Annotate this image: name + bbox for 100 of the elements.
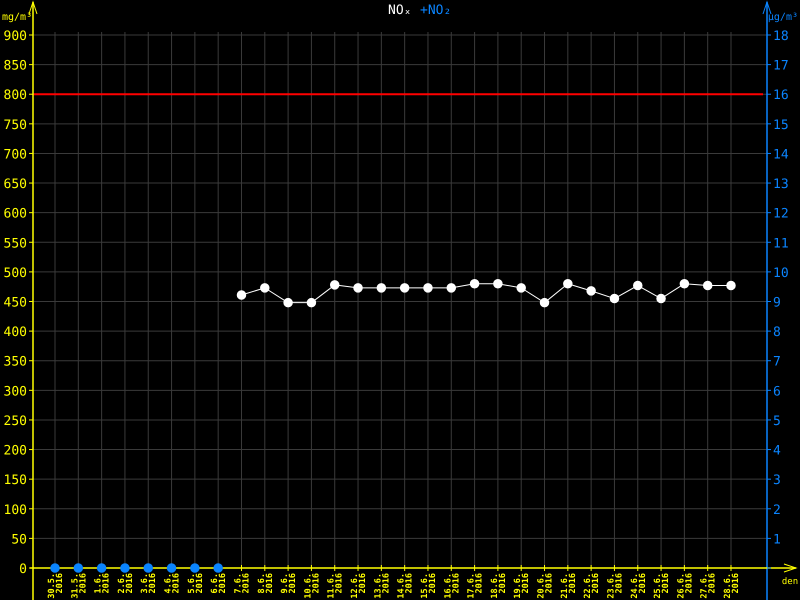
y-tick-label: 900	[4, 29, 27, 44]
x-tick-label: 17.6. 2016	[466, 573, 485, 599]
y2-tick-label: 14	[773, 147, 789, 162]
y-tick-label: 650	[4, 177, 27, 192]
y-tick-label: 350	[4, 354, 27, 370]
y2-tick-label: 13	[773, 177, 789, 192]
point	[260, 283, 270, 293]
x-tick-label: 16.6. 2016	[443, 573, 462, 599]
x-tick-label: 20.6. 2016	[536, 573, 555, 599]
point	[96, 563, 106, 573]
point	[726, 280, 736, 290]
point	[516, 283, 526, 293]
y2-tick-label: 18	[773, 29, 789, 44]
x-tick-label: 14.6. 2016	[396, 573, 415, 599]
y2-tick-label: 9	[773, 296, 781, 310]
x-tick-label: 30.5. 2016	[47, 573, 65, 599]
y-tick-label: 850	[4, 58, 27, 74]
y-axis-title: mg/m³	[2, 12, 32, 23]
point	[353, 283, 363, 293]
y2-tick-label: 15	[773, 118, 789, 133]
y-tick-label: 750	[4, 118, 27, 133]
x-tick-label: 1.6. 2016	[94, 573, 112, 594]
y-tick-label: 50	[11, 532, 27, 548]
y2-tick-label: 5	[773, 414, 781, 429]
y2-tick-label: 7	[773, 354, 781, 370]
y-tick-label: 450	[4, 296, 27, 310]
point	[190, 563, 200, 573]
point	[143, 563, 153, 573]
point	[376, 283, 386, 293]
point	[563, 278, 573, 288]
y2-tick-label: 1	[773, 532, 781, 548]
y2-tick-label: 16	[773, 88, 789, 104]
point	[586, 286, 596, 296]
x-tick-label: 2.6. 2016	[116, 573, 135, 594]
y2-tick-label: 17	[773, 58, 789, 74]
text: NOₓ	[388, 3, 412, 18]
y2-axis-title: μg/m³	[768, 12, 798, 23]
point	[656, 294, 666, 304]
y-tick-label: 500	[4, 266, 27, 281]
y-tick-label: 150	[4, 473, 27, 488]
x-tick-label: 11.6. 2016	[326, 573, 345, 599]
point	[120, 563, 130, 573]
y2-tick-label: 2	[773, 502, 781, 518]
y-tick-label: 100	[4, 502, 27, 518]
point	[166, 563, 176, 573]
x-tick-label: 31.5. 2016	[70, 573, 88, 599]
x-tick-label: 13.6. 2016	[373, 573, 392, 599]
x-tick-label: 23.6. 2016	[606, 573, 624, 599]
x-tick-label: 6.6. 2016	[210, 573, 228, 594]
y-tick-label: 800	[4, 88, 27, 104]
text: +NO₂	[420, 3, 452, 18]
point	[446, 283, 456, 293]
y2-tick-label: 4	[773, 444, 781, 459]
point	[540, 298, 550, 308]
x-tick-label: 18.6. 2016	[490, 573, 508, 599]
x-tick-label: 25.6. 2016	[653, 573, 672, 599]
y-tick-label: 550	[4, 236, 27, 252]
x-tick-label: 9.6. 2016	[280, 573, 298, 594]
x-tick-label: 26.6. 2016	[676, 573, 694, 599]
point	[633, 280, 643, 290]
point	[74, 563, 84, 573]
y-tick-label: 300	[4, 384, 27, 400]
y-tick-label: 200	[4, 444, 27, 459]
point	[330, 280, 340, 290]
y2-tick-label: 11	[773, 236, 789, 252]
point	[236, 290, 246, 300]
x-tick-label: 8.6. 2016	[256, 573, 275, 594]
x-tick-label: 28.6. 2016	[723, 573, 741, 599]
point	[423, 283, 433, 293]
x-tick-label: 21.6. 2016	[560, 573, 578, 599]
x-tick-label: 10.6. 2016	[303, 573, 322, 599]
point	[306, 298, 316, 308]
x-tick-label: 24.6. 2016	[630, 573, 648, 599]
y-tick-label: 700	[4, 147, 27, 162]
point	[400, 283, 410, 293]
point	[702, 280, 712, 290]
x-tick-label: 22.6. 2016	[583, 573, 602, 599]
point	[470, 278, 480, 288]
point	[50, 563, 60, 573]
x-tick-label: 4.6. 2016	[164, 573, 182, 594]
y2-tick-label: 10	[773, 266, 789, 281]
y-tick-label: 250	[4, 414, 27, 429]
x-tick-label: 7.6. 2016	[233, 573, 252, 594]
y-tick-label: 400	[4, 325, 27, 340]
y-tick-label: 600	[4, 206, 27, 222]
y2-tick-label: 8	[773, 325, 781, 340]
point	[493, 278, 503, 288]
point	[680, 278, 690, 288]
x-tick-label: 15.6. 2016	[420, 573, 438, 599]
y-tick-label: 0	[19, 562, 27, 577]
x-axis-title: den	[782, 577, 798, 587]
y2-tick-label: 12	[773, 206, 789, 222]
point	[283, 298, 293, 308]
x-tick-label: 12.6. 2016	[350, 573, 368, 599]
x-tick-label: 27.6. 2016	[700, 573, 718, 599]
x-tick-label: 5.6. 2016	[186, 573, 205, 594]
y2-tick-label: 3	[773, 473, 781, 488]
point	[213, 563, 223, 573]
y2-tick-label: 6	[773, 384, 781, 400]
x-tick-label: 19.6. 2016	[513, 573, 532, 599]
